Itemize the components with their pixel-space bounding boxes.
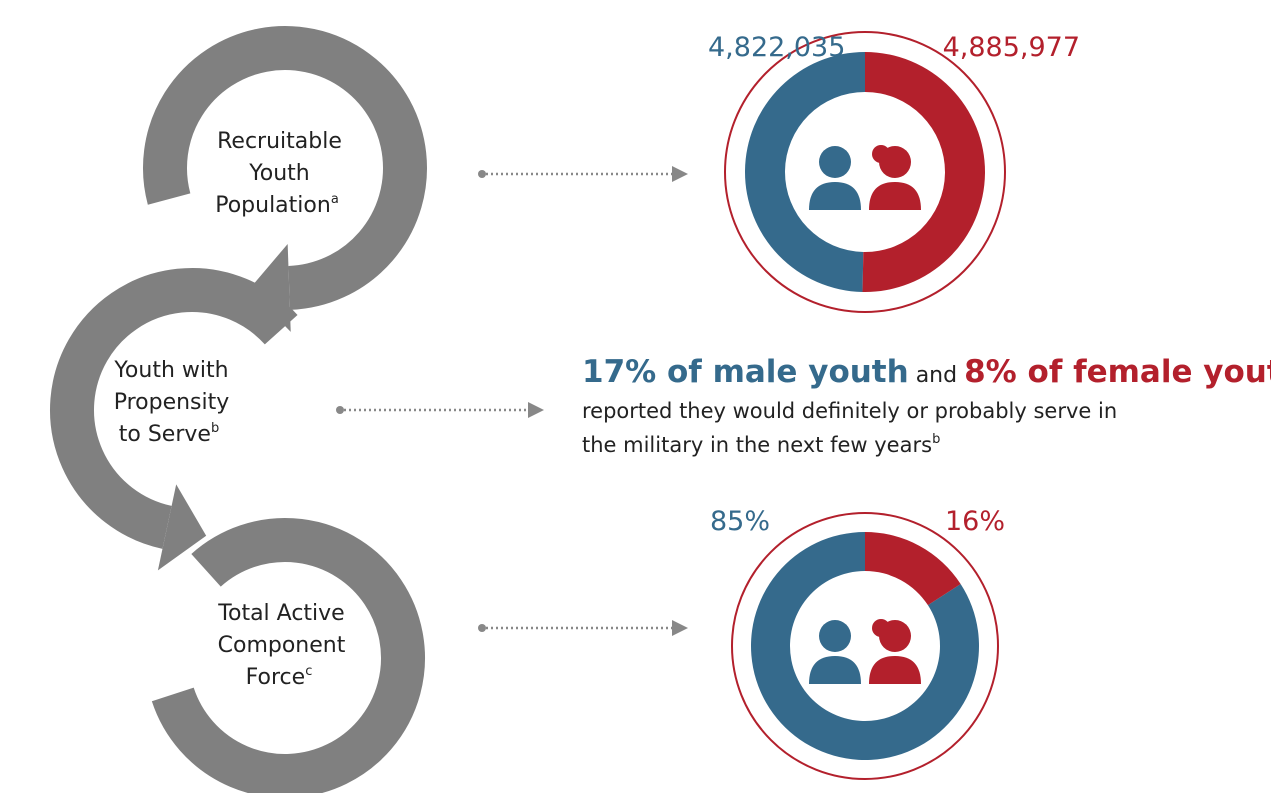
flow-arrowhead [157,484,207,571]
donut-segment [745,52,865,292]
female-share: 8% of female youth [964,354,1271,390]
value-label: 85% [710,506,770,537]
shoulders [809,182,861,210]
shoulders [869,656,921,684]
arrow-head [672,620,688,636]
flow-arc [151,518,425,793]
flow-line: Component [218,633,346,658]
flow-label: Recruitable Youth Populationa [215,129,349,218]
flow-arcs [50,26,427,793]
flow-arc [50,268,298,549]
flow-line: Total Active [217,601,344,626]
arrow-dot [478,170,486,178]
outer-ring [724,31,1006,313]
donut-charts: 4,822,035 4,885,977 85% 16% [708,31,1080,780]
outer-ring [731,512,999,780]
statement-body: reported they would definitely or probab… [582,399,1124,457]
head [819,620,851,652]
superscript: b [211,421,219,436]
dotted-arrows [336,166,688,636]
value-label: 16% [945,506,1005,537]
donut-segment [862,52,985,292]
superscript: b [932,432,940,447]
statement-headline: 17% of male youth and 8% of female youth [582,354,1271,390]
superscript: a [331,192,339,207]
arrow-head [528,402,544,418]
statement-line: reported they would definitely or probab… [582,399,1117,423]
flow-line: Youth with [113,358,228,383]
flow-arc [143,26,427,310]
arrow-head [672,166,688,182]
flow-line: Population [215,193,331,218]
flow-label: Total Active Component Forcec [217,601,352,690]
arrow-dot [336,406,344,414]
male-share: 17% of male youth [582,354,909,390]
shoulders [869,182,921,210]
arrow-dot [478,624,486,632]
flow-line: Recruitable [217,129,342,154]
statement-line: the military in the next few years [582,433,932,457]
donut: 85% 16% [710,506,1005,780]
hair-bun [872,619,890,637]
flow-line: Youth [248,161,310,186]
flow-line: Propensity [114,390,230,415]
donut: 4,822,035 4,885,977 [708,31,1080,313]
donut-segment [750,532,979,760]
joiner: and [909,363,964,388]
donut-segment [865,532,961,606]
value-label: 4,885,977 [943,32,1080,63]
flow-label: Youth with Propensity to Serveb [113,358,236,447]
superscript: c [305,664,312,679]
head [819,146,851,178]
value-label: 4,822,035 [708,32,845,63]
flow-line: to Serve [119,422,211,447]
shoulders [809,656,861,684]
flow-line: Force [246,665,306,690]
hair-bun [872,145,890,163]
